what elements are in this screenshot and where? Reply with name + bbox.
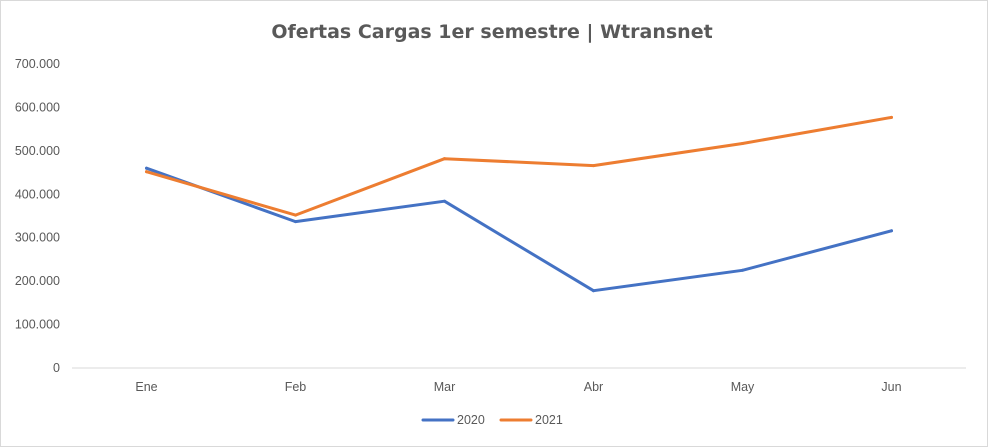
x-tick-label: Jun — [881, 380, 901, 394]
x-axis-ticks: Ene Feb Mar Abr May Jun — [135, 380, 901, 394]
data-point-2020 — [294, 220, 297, 224]
legend-label: 2021 — [535, 413, 563, 427]
series-lines — [145, 115, 893, 293]
y-tick-label: 600.000 — [15, 100, 60, 114]
legend-label: 2020 — [457, 413, 485, 427]
x-tick-label: Abr — [584, 380, 603, 394]
y-tick-label: 700.000 — [15, 57, 60, 71]
x-tick-label: Feb — [285, 380, 307, 394]
y-tick-label: 200.000 — [15, 274, 60, 288]
x-tick-label: Mar — [434, 380, 456, 394]
data-point-2020 — [890, 229, 893, 233]
data-point-2021 — [741, 141, 744, 145]
data-point-2020 — [145, 166, 148, 170]
data-point-2021 — [145, 170, 148, 174]
x-tick-label: Ene — [135, 380, 157, 394]
x-tick-label: May — [731, 380, 755, 394]
series-line-2020 — [145, 166, 893, 293]
data-point-2020 — [443, 199, 446, 203]
data-point-2021 — [890, 115, 893, 119]
data-point-2020 — [741, 268, 744, 272]
y-axis-ticks: 0 100.000 200.000 300.000 400.000 500.000 600.… — [15, 57, 60, 375]
data-point-2020 — [592, 289, 595, 293]
data-point-2021 — [294, 213, 297, 217]
y-tick-label: 0 — [53, 361, 60, 375]
data-point-2021 — [443, 157, 446, 161]
data-point-2021 — [592, 164, 595, 168]
legend: 2020 2021 — [421, 413, 563, 427]
chart-title: Ofertas Cargas 1er semestre | Wtransnet — [271, 21, 712, 43]
y-tick-label: 500.000 — [15, 144, 60, 158]
y-tick-label: 100.000 — [15, 318, 60, 332]
y-tick-label: 300.000 — [15, 231, 60, 245]
series-line-2021 — [145, 115, 893, 217]
y-tick-label: 400.000 — [15, 187, 60, 201]
